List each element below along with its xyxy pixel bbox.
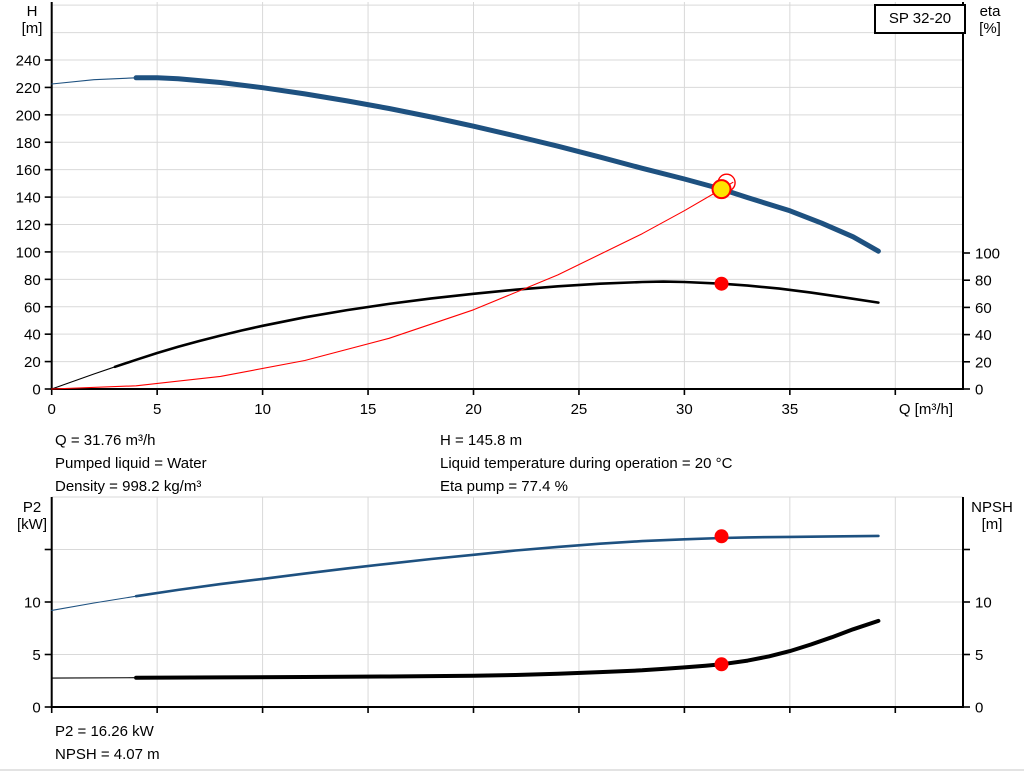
left-tick-label: 80 [24,272,41,289]
p2-axis-title-line2: [kW] [17,516,47,533]
annotation-pumped-liquid: Pumped liquid = Water [55,455,207,472]
annotation-density: Density = 998.2 kg/m³ [55,478,202,495]
eta-axis-title-line2: [%] [979,20,1001,37]
right-tick-label: 80 [975,273,992,290]
left-tick-label: 220 [16,80,41,97]
efficiency-curve [113,280,880,369]
left-tick-label: 140 [16,190,41,207]
left-tick-label: 40 [24,327,41,344]
npsh-axis-title-line1: NPSH [971,499,1013,516]
annotation-eta-pump: Eta pump = 77.4 % [440,478,568,495]
x-tick-label: 25 [571,401,588,418]
h-axis-title-line2: [m] [21,20,43,37]
left-tick-label: 240 [16,53,41,70]
x-tick-label: 20 [465,401,482,418]
duty-captions: P2 = 16.26 kW NPSH = 4.07 m [55,720,160,766]
x-tick-label: 10 [254,401,271,418]
x-tick-label: 30 [676,401,693,418]
left-tick-label: 100 [16,244,41,261]
left-tick-label: 200 [16,107,41,124]
left-tick-label: 20 [24,354,41,371]
model-box: SP 32-20 [874,4,966,34]
head-curve [133,75,881,254]
left-tick-label: 180 [16,135,41,152]
q-axis-title: Q [m³/h] [898,401,953,418]
duty-point-p2[interactable] [714,529,729,544]
h-eta-chart: 0204060801001201401601802002202400204060… [16,2,1000,418]
right-tick-label: 100 [975,246,1000,263]
eta-axis-title-line1: eta [979,3,1001,20]
duty-annotations-right: H = 145.8 m Liquid temperature during op… [440,429,732,498]
caption-npsh: NPSH = 4.07 m [55,746,160,763]
x-tick-label: 35 [782,401,799,418]
right-tick-label: 20 [975,354,992,371]
annotation-liquid-temperature: Liquid temperature during operation = 20… [440,455,733,472]
efficiency-curve-thin [51,366,116,390]
annotation-head: H = 145.8 m [440,432,523,449]
right-tick-label: 60 [975,300,992,317]
duty-point-eta[interactable] [714,276,729,291]
caption-p2: P2 = 16.26 kW [55,723,154,740]
head-curve-thin [51,77,137,85]
p2-axis-title: P2 [kW] [6,499,58,533]
right-tick-label: 5 [975,647,983,664]
duty-point-npsh[interactable] [714,657,729,672]
p2-curve [134,534,880,598]
duty-annotations-left: Q = 31.76 m³/h Pumped liquid = Water Den… [55,429,207,498]
annotation-flow: Q = 31.76 m³/h [55,432,156,449]
left-tick-label: 5 [32,647,40,664]
x-tick-label: 5 [153,401,161,418]
right-tick-label: 10 [975,595,992,612]
window-border [0,769,1024,771]
left-tick-label: 120 [16,217,41,234]
npsh-axis-title: NPSH [m] [962,499,1022,533]
p2-axis-title-line1: P2 [22,499,42,516]
eta-axis-title: eta [%] [966,3,1014,37]
x-tick-label: 15 [360,401,377,418]
left-tick-label: 60 [24,299,41,316]
right-tick-label: 0 [975,382,983,399]
right-tick-label: 0 [975,700,983,717]
left-tick-label: 0 [32,382,40,399]
left-tick-label: 160 [16,162,41,179]
left-tick-label: 10 [24,595,41,612]
x-tick-label: 0 [48,401,56,418]
system-curve [51,181,734,390]
h-axis-title: H [m] [8,3,56,37]
p2-npsh-chart: 0 5 10 0 5 10 [24,496,992,717]
h-axis-title-line1: H [26,3,38,20]
right-tick-label: 40 [975,327,992,344]
npsh-axis-title-line2: [m] [981,516,1003,533]
left-tick-label: 0 [32,700,40,717]
duty-point-head[interactable] [711,179,732,200]
p2-curve-thin [51,595,137,611]
npsh-curve [134,618,881,680]
